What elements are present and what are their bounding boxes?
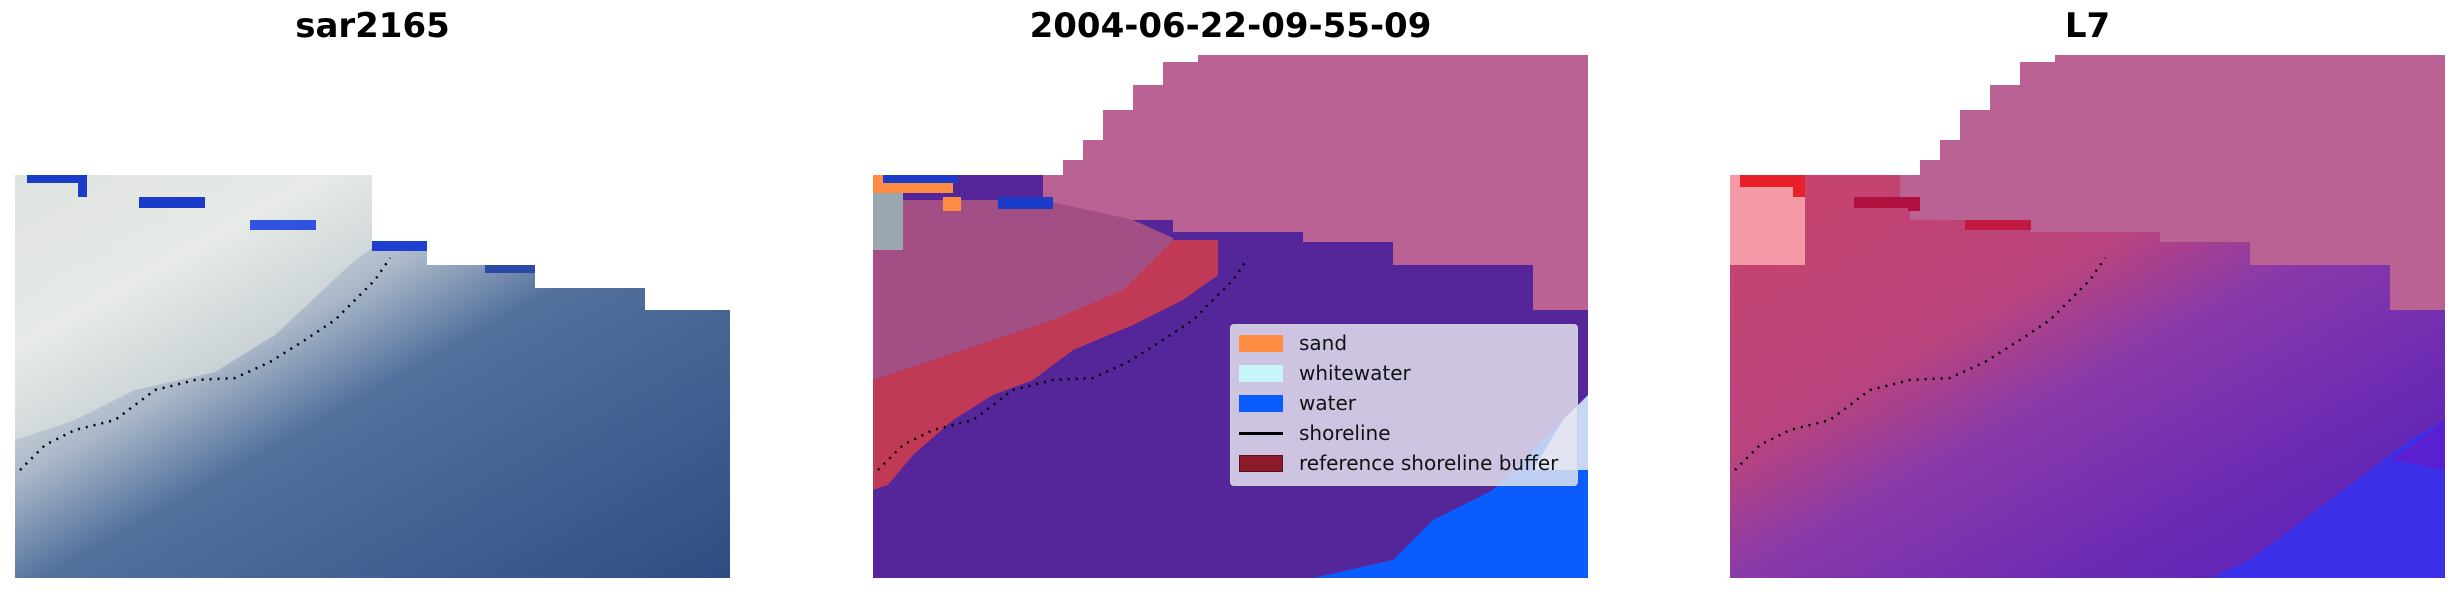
panel-probability-map — [1730, 0, 2445, 593]
shoreline-swatch — [1239, 431, 1283, 435]
whitewater-swatch — [1239, 364, 1283, 382]
legend-item-sand: sand — [1239, 329, 1347, 357]
water-swatch — [1239, 394, 1283, 412]
mask-red-segment — [1740, 175, 1805, 187]
shoreline-dots — [19, 257, 392, 471]
panel-title-l7: L7 — [2064, 6, 2111, 46]
panel-title-rgb: sar2165 — [295, 6, 450, 46]
legend-item-water: water — [1239, 389, 1356, 417]
legend-label-shoreline: shoreline — [1299, 421, 1391, 445]
prob-land-area — [1900, 55, 2445, 310]
panel-classification-map — [873, 0, 1588, 593]
mask-segment — [27, 175, 87, 183]
sand-swatch — [1239, 334, 1283, 352]
prob-sea-area — [2210, 420, 2445, 578]
legend-item-whitewater: whitewater — [1239, 359, 1411, 387]
legend-label-sand: sand — [1299, 331, 1348, 355]
class-buffer-area — [873, 240, 1218, 490]
legend-item-shoreline: shoreline — [1239, 419, 1391, 447]
legend: sand whitewater water shoreline referenc… — [1230, 324, 1578, 486]
legend-item-buffer: reference shoreline buffer — [1239, 449, 1558, 477]
buffer-swatch — [1239, 454, 1283, 472]
panel-title-classification: 2004-06-22-09-55-09 — [1029, 6, 1432, 46]
class-land-area — [1043, 55, 1588, 310]
legend-label-whitewater: whitewater — [1299, 361, 1411, 385]
class-ocean-area — [1313, 395, 1588, 578]
legend-label-water: water — [1299, 391, 1356, 415]
legend-label-buffer: reference shoreline buffer — [1299, 451, 1559, 475]
panel-rgb-image — [15, 0, 730, 593]
